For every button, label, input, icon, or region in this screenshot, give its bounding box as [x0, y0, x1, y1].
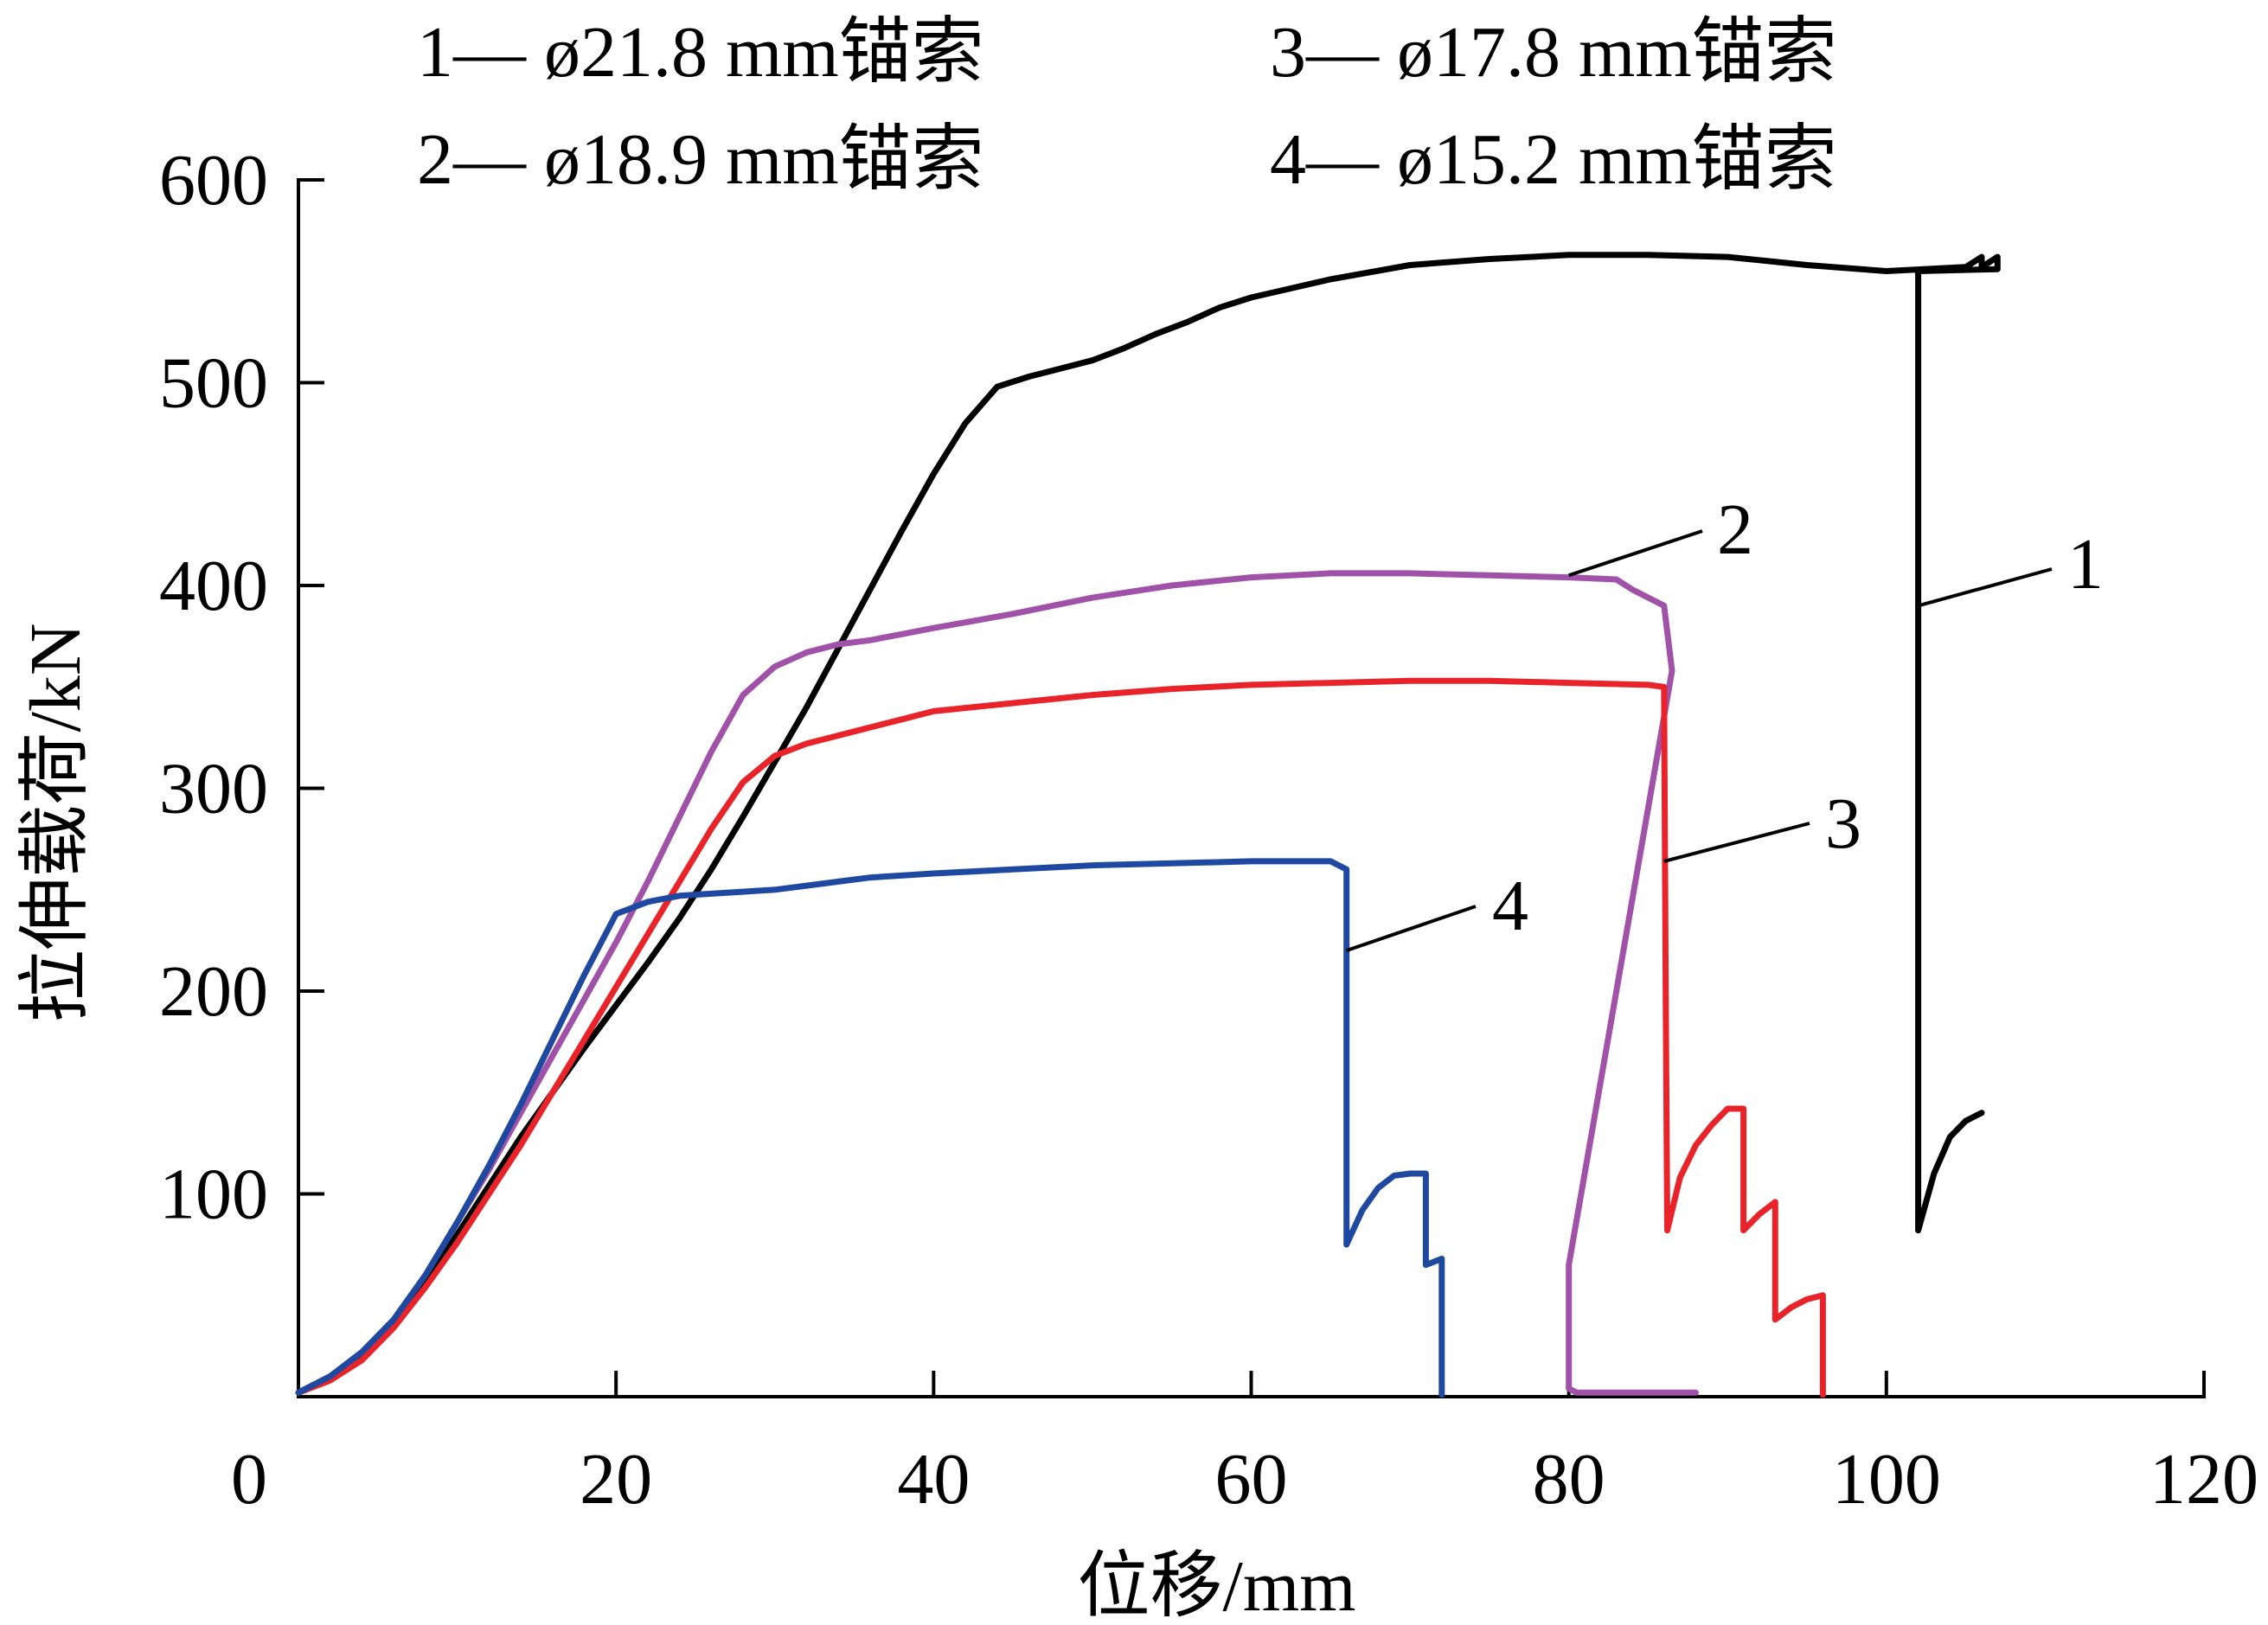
series-line-2	[295, 570, 1699, 1396]
legend-entry-4: 4— ø15.2 mm锚索	[1270, 119, 1837, 200]
y-tick-label: 500	[159, 343, 268, 424]
curve-label-2: 2	[1717, 489, 1753, 570]
curve-label-leader-2	[1568, 529, 1703, 578]
axes: 0 20 40 60 80 100 120 100 200 300 400 500 600	[159, 140, 2258, 1519]
y-tick-label: 100	[159, 1155, 268, 1235]
y-axis-title: 拉伸载荷/kN	[16, 623, 96, 1022]
x-axis-title: 位移/mm	[1077, 1546, 1355, 1625]
y-tick-label: 400	[159, 546, 268, 626]
legend: 1— ø21.8 mm锚索 3— ø17.8 mm锚索 2— ø18.9 mm锚…	[417, 12, 1837, 200]
x-tick-label: 20	[580, 1439, 652, 1519]
curve-label-leader-4	[1346, 905, 1477, 952]
curve-label-1: 1	[2067, 524, 2104, 605]
curve-label-leader-1	[1918, 567, 2053, 608]
x-tick-label: 0	[231, 1439, 267, 1519]
x-tick-label: 120	[2149, 1439, 2258, 1519]
curve-label-4: 4	[1492, 866, 1528, 946]
legend-entry-1: 1— ø21.8 mm锚索	[417, 12, 984, 93]
curve-label-3: 3	[1825, 784, 1861, 864]
legend-entry-3: 3— ø17.8 mm锚索	[1270, 12, 1837, 93]
curve-label-leader-3	[1663, 822, 1810, 863]
legend-entry-2: 2— ø18.9 mm锚索	[417, 119, 984, 200]
x-tick-label: 100	[1832, 1439, 1941, 1519]
curve-labels: 1 2 3 4	[1346, 489, 2104, 952]
x-tick-label: 80	[1533, 1439, 1605, 1519]
x-tick-label: 60	[1215, 1439, 1288, 1519]
y-tick-label: 600	[159, 140, 268, 221]
series-line-3	[295, 677, 1826, 1398]
series-line-4	[295, 858, 1445, 1398]
series-layer	[295, 252, 2001, 1398]
y-tick-label: 300	[159, 749, 268, 829]
x-tick-label: 40	[897, 1439, 970, 1519]
y-tick-label: 200	[159, 951, 268, 1032]
